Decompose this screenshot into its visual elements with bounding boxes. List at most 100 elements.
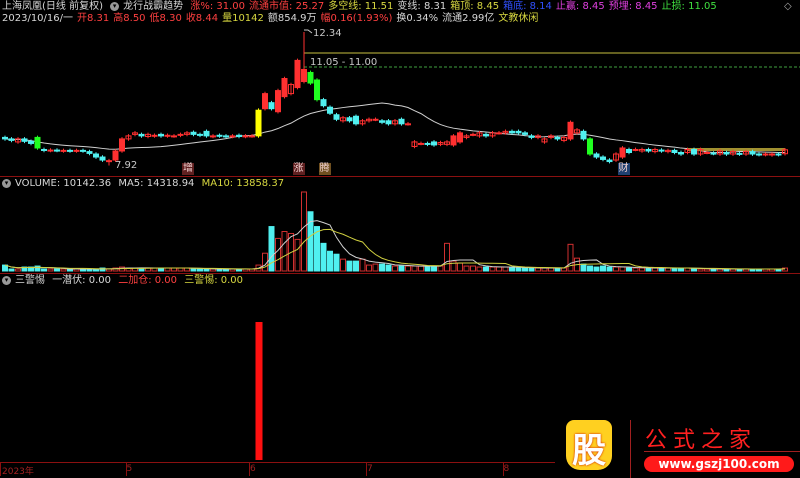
candle bbox=[346, 117, 353, 122]
volume-bar bbox=[41, 268, 47, 272]
header-items2-2: 高8.50 bbox=[113, 13, 146, 24]
signal-title: 三警惕 bbox=[15, 275, 45, 286]
candle bbox=[301, 68, 307, 83]
volume-bar bbox=[515, 267, 522, 272]
candle bbox=[379, 120, 385, 123]
volume-bar bbox=[626, 267, 632, 272]
candle bbox=[775, 153, 782, 156]
candle bbox=[8, 138, 15, 141]
volume-bar bbox=[307, 211, 314, 272]
axis-tick bbox=[0, 462, 1, 476]
candle bbox=[463, 135, 470, 138]
candle bbox=[600, 156, 606, 160]
candle bbox=[314, 79, 320, 101]
volume-bar bbox=[275, 237, 281, 272]
divider bbox=[0, 176, 800, 177]
volume-bar bbox=[47, 268, 54, 272]
candle bbox=[756, 153, 762, 156]
signal-bar bbox=[255, 322, 263, 460]
candle bbox=[125, 135, 132, 140]
candle bbox=[164, 134, 171, 137]
indicator-name[interactable]: 龙行战霸趋势 bbox=[123, 1, 184, 12]
header-line-2: 2023/10/16/一 开8.31 高8.50 低8.30 收8.44 量10142 额8… bbox=[2, 13, 546, 25]
volume-bar bbox=[379, 263, 385, 272]
candle bbox=[398, 118, 405, 125]
candle bbox=[177, 133, 184, 136]
volume-bar bbox=[112, 267, 119, 272]
candle bbox=[697, 148, 704, 155]
volume-bar bbox=[288, 232, 294, 272]
candle bbox=[73, 149, 80, 152]
volume-bar bbox=[600, 265, 606, 272]
header-items2-10: 文教休闲 bbox=[498, 13, 539, 24]
header-items1-7: 预埋: 8.45 bbox=[608, 1, 658, 12]
candle bbox=[41, 148, 47, 151]
dropdown-icon[interactable]: ▾ bbox=[2, 178, 11, 188]
candle bbox=[411, 141, 418, 147]
candle bbox=[704, 151, 710, 154]
signal-v1: 一潜伏: 0.00 bbox=[52, 275, 112, 286]
candle bbox=[288, 84, 294, 95]
candle bbox=[281, 78, 288, 98]
axis-label: 2023年 bbox=[2, 467, 34, 477]
header-items1-2: 多空线: 11.51 bbox=[328, 1, 394, 12]
candle bbox=[99, 156, 106, 161]
candle bbox=[678, 151, 684, 155]
volume-bar bbox=[268, 226, 275, 272]
header-items2-8: 换0.34% bbox=[396, 13, 439, 24]
candle bbox=[21, 138, 28, 142]
candle bbox=[522, 132, 528, 135]
candle bbox=[197, 133, 203, 136]
volume-bar bbox=[632, 267, 639, 272]
candle bbox=[60, 149, 67, 152]
volume-bar bbox=[190, 268, 197, 272]
candle bbox=[528, 135, 535, 138]
volume-bar bbox=[567, 243, 574, 272]
signal-tag: 财 bbox=[617, 163, 630, 175]
header-items2-0: 2023/10/16/一 bbox=[2, 13, 74, 24]
header-items1-6: 止赢: 8.45 bbox=[555, 1, 605, 12]
axis-label: 6 bbox=[250, 464, 256, 474]
candle bbox=[580, 130, 587, 140]
candle bbox=[184, 132, 190, 135]
candle bbox=[535, 135, 541, 138]
candle bbox=[665, 149, 671, 153]
volume-bar bbox=[34, 265, 41, 272]
candle bbox=[424, 142, 431, 145]
candle bbox=[216, 134, 223, 137]
candle bbox=[691, 148, 697, 155]
candle bbox=[619, 147, 626, 158]
dropdown-icon[interactable]: ▾ bbox=[2, 275, 11, 285]
volume-chart bbox=[2, 191, 788, 272]
axis-tick bbox=[366, 462, 367, 476]
diamond-icon[interactable]: ◇ bbox=[784, 1, 792, 12]
volume-bar bbox=[333, 253, 340, 272]
header-items2-3: 低8.30 bbox=[149, 13, 182, 24]
candle bbox=[626, 148, 632, 153]
candle bbox=[320, 99, 327, 107]
site-url[interactable]: www.gszj100.com bbox=[644, 456, 794, 472]
candle bbox=[294, 59, 301, 89]
candle bbox=[743, 151, 749, 155]
volume-ma10-line bbox=[4, 228, 786, 270]
candle bbox=[717, 150, 723, 155]
candle bbox=[262, 93, 268, 110]
candle bbox=[106, 160, 112, 163]
header-items2-9: 流通2.99亿 bbox=[442, 13, 495, 24]
candle bbox=[593, 153, 600, 158]
divider bbox=[0, 273, 800, 274]
volume-bar bbox=[301, 191, 307, 272]
header-items1-8: 止损: 11.05 bbox=[661, 1, 717, 12]
candle bbox=[333, 114, 340, 120]
candle bbox=[307, 71, 314, 84]
candle bbox=[372, 118, 379, 121]
candle bbox=[80, 149, 86, 152]
volume-header: ▾ VOLUME: 10142.36 MA5: 14318.94 MA10: 13… bbox=[2, 178, 288, 190]
candle bbox=[119, 138, 125, 152]
candle bbox=[762, 153, 769, 156]
axis-label: 7 bbox=[367, 464, 373, 474]
candle bbox=[489, 132, 496, 137]
candle bbox=[749, 151, 756, 155]
dropdown-icon[interactable]: ▾ bbox=[110, 1, 120, 11]
volume-bar bbox=[281, 231, 288, 272]
